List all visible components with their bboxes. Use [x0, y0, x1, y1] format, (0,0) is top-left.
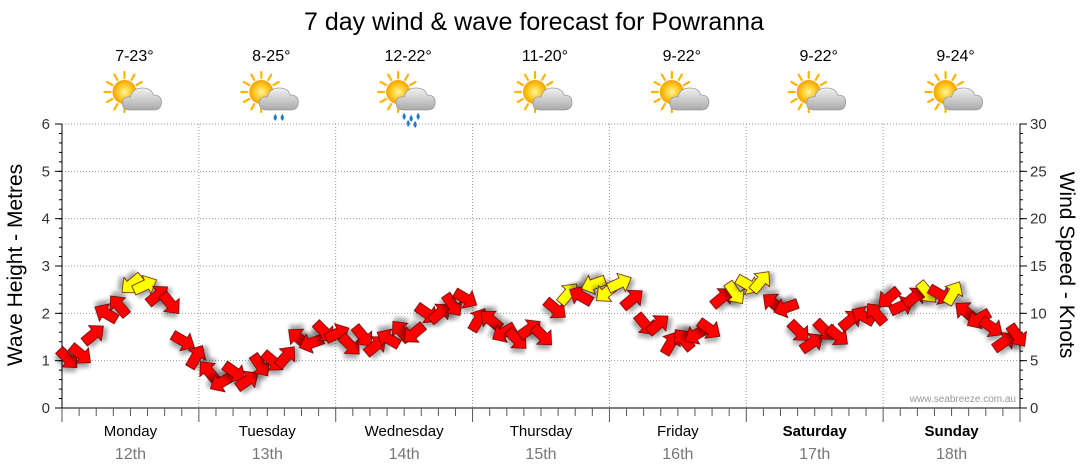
wind-arrow — [1005, 322, 1027, 347]
temperature-range: 9-22° — [800, 48, 838, 65]
temperature-range: 11-20° — [522, 48, 568, 65]
wind-arrow — [248, 351, 271, 377]
x-day-label: Thursday — [510, 423, 573, 440]
wind-arrows — [55, 271, 1027, 393]
tick-label-right: 0 — [1030, 400, 1038, 417]
partly-cloudy-icon — [513, 70, 573, 114]
wind-arrow — [273, 346, 296, 370]
wind-arrow — [824, 323, 848, 346]
wind-arrow — [403, 321, 428, 343]
temperature-range: 7-23° — [115, 48, 153, 65]
wind-arrow — [878, 285, 902, 308]
x-day-label: Wednesday — [365, 423, 444, 440]
wind-arrow — [978, 315, 1003, 338]
x-date-label: 16th — [662, 446, 693, 463]
wind-arrow — [451, 287, 478, 309]
wind-arrow — [695, 317, 721, 339]
rain-icon — [377, 70, 436, 128]
x-day-label: Friday — [657, 423, 699, 440]
wind-arrow — [786, 318, 809, 341]
wind-arrow — [866, 303, 889, 327]
tick-label-right: 15 — [1030, 258, 1047, 275]
x-day-label: Sunday — [924, 423, 979, 440]
wind-arrow — [644, 315, 669, 337]
wind-arrow — [80, 325, 104, 347]
x-date-label: 12th — [115, 446, 146, 463]
wind-arrow — [529, 323, 553, 346]
x-date-label: 17th — [799, 446, 830, 463]
wind-arrow — [798, 332, 824, 355]
wind-arrow — [221, 360, 246, 382]
wind-arrow — [109, 295, 132, 319]
wind-arrow — [376, 328, 402, 350]
wind-arrow — [773, 297, 800, 319]
tick-label-left: 1 — [42, 353, 50, 370]
partly-cloudy-icon — [103, 70, 162, 114]
x-day-label: Saturday — [783, 423, 848, 440]
x-day-label: Tuesday — [239, 423, 296, 440]
wind-arrow — [337, 332, 360, 355]
chart-title: 7 day wind & wave forecast for Powranna — [304, 8, 764, 36]
wind-arrow — [723, 279, 745, 305]
weather-row: 7-23° 8-25° 12-22° 11-20° 9-22° 9-22° 9-24° — [103, 48, 983, 128]
wind-arrow — [605, 272, 632, 294]
wind-arrow — [542, 296, 566, 319]
wind-arrow — [94, 303, 120, 325]
wind-arrow — [492, 321, 518, 343]
tick-label-right: 25 — [1030, 163, 1047, 180]
wind-arrow — [942, 281, 964, 307]
wind-arrow — [67, 342, 91, 364]
x-date-label: 18th — [936, 446, 967, 463]
grid — [62, 123, 1020, 408]
tick-label-right: 20 — [1030, 211, 1047, 228]
y-axis-right-title: Wind Speed - Knots — [1055, 172, 1078, 359]
wind-arrow — [185, 345, 207, 371]
temperature-range: 12-22° — [384, 48, 431, 65]
x-date-label: 15th — [525, 446, 556, 463]
tick-label-left: 6 — [42, 116, 50, 133]
axes: 0 1 2 3 4 5 6 0 5 10 15 20 25 30 Monday 12th Tuesday 13th… — [42, 116, 1047, 463]
wind-arrow — [569, 285, 595, 307]
wind-arrow — [580, 274, 608, 295]
wind-arrow — [619, 289, 643, 312]
wind-arrow — [169, 330, 195, 352]
wind-arrow — [234, 370, 259, 393]
tick-label-right: 30 — [1030, 116, 1047, 133]
tick-label-left: 3 — [42, 258, 50, 275]
partly-cloudy-icon — [650, 70, 710, 114]
y-axis-left-title: Wave Height - Metres — [4, 164, 27, 366]
wind-arrow — [748, 271, 770, 295]
x-day-label: Monday — [104, 423, 158, 440]
wind-arrow — [298, 333, 325, 354]
watermark: www.seabreeze.com.au — [909, 394, 1016, 405]
wind-arrow — [350, 323, 373, 347]
tick-label-right: 10 — [1030, 305, 1047, 322]
tick-label-right: 5 — [1030, 353, 1038, 370]
showers-icon — [240, 70, 299, 121]
temperature-range: 9-22° — [663, 48, 701, 65]
wind-arrow — [158, 290, 180, 314]
wind-arrow — [441, 291, 463, 317]
tick-label-left: 4 — [42, 211, 50, 228]
tick-label-left: 0 — [42, 400, 50, 417]
temperature-range: 8-25° — [252, 48, 290, 65]
x-date-label: 13th — [252, 446, 283, 463]
partly-cloudy-icon — [924, 70, 983, 114]
tick-label-left: 5 — [42, 163, 50, 180]
tick-label-left: 2 — [42, 305, 50, 322]
partly-cloudy-icon — [787, 70, 847, 114]
temperature-range: 9-24° — [936, 48, 974, 65]
x-date-label: 14th — [389, 446, 420, 463]
wind-arrow — [55, 345, 78, 369]
